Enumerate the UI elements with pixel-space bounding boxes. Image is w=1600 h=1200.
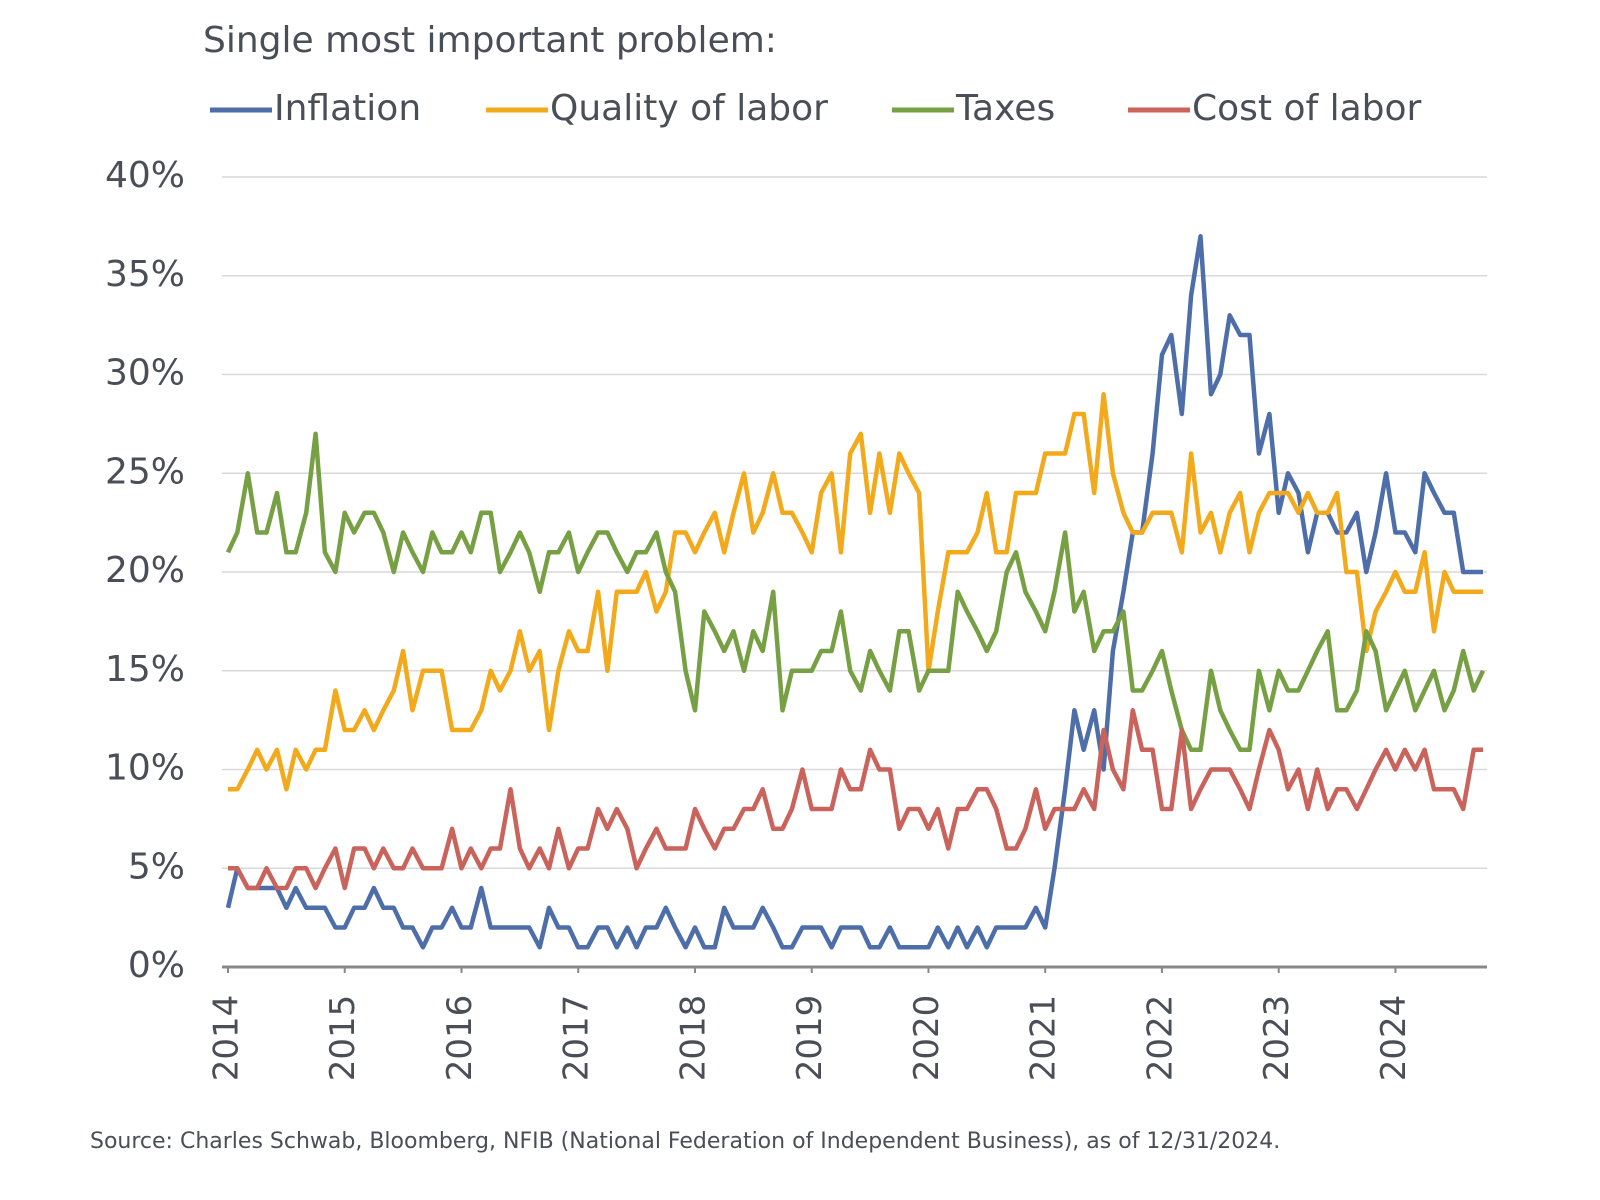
x-tick-label: 2016	[440, 995, 480, 1082]
series-line	[225, 234, 1483, 950]
y-tick-label: 0%	[128, 945, 185, 986]
legend-label: Cost of labor	[1192, 88, 1422, 129]
series-line	[228, 708, 1483, 891]
legend-label: Taxes	[955, 88, 1055, 129]
x-tick-label: 2017	[557, 995, 597, 1082]
x-tick-label: 2024	[1374, 995, 1414, 1082]
y-tick-label: 35%	[105, 254, 185, 295]
x-tick-label: 2019	[790, 995, 830, 1082]
x-tick-label: 2020	[907, 995, 947, 1082]
x-tick-label: 2023	[1257, 995, 1297, 1082]
chart-title: Single most important problem:	[203, 20, 777, 61]
source-note: Source: Charles Schwab, Bloomberg, NFIB …	[90, 1129, 1280, 1154]
legend-label: Inflation	[274, 88, 421, 129]
y-tick-label: 10%	[105, 748, 185, 789]
x-tick-label: 2022	[1140, 995, 1180, 1082]
series-line	[228, 392, 1483, 792]
x-tick-label: 2015	[323, 995, 363, 1082]
y-tick-label: 20%	[105, 550, 185, 591]
y-tick-label: 30%	[105, 353, 185, 394]
series-line	[225, 431, 1486, 753]
y-tick-label: 15%	[105, 649, 185, 690]
legend-label: Quality of labor	[550, 88, 828, 129]
x-tick-label: 2018	[673, 995, 713, 1082]
x-tick-label: 2014	[207, 995, 247, 1082]
y-tick-label: 25%	[105, 451, 185, 492]
y-tick-label: 40%	[105, 155, 185, 196]
x-tick-label: 2021	[1024, 995, 1064, 1082]
y-tick-label: 5%	[128, 846, 185, 887]
